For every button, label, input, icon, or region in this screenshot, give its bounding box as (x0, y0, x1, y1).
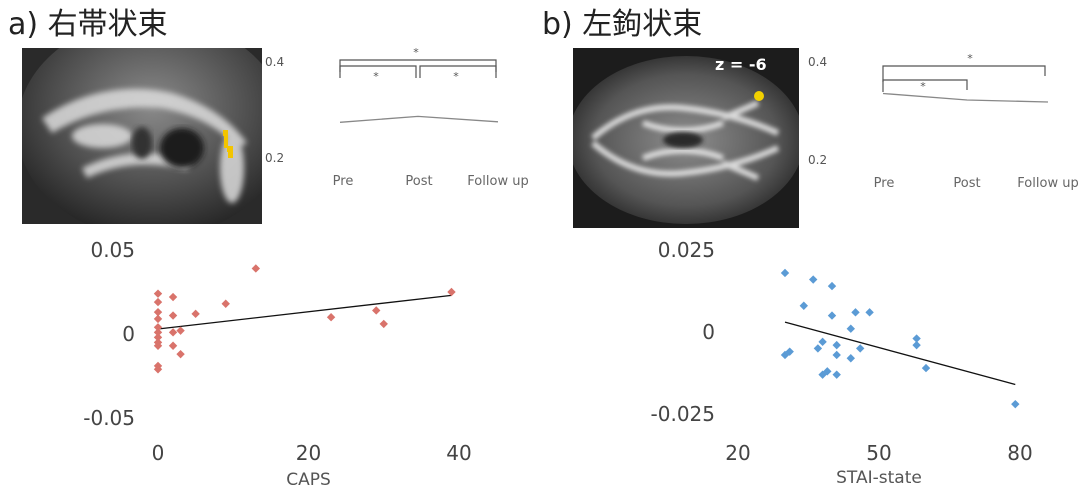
scatter-b-ytick-label: 0.025 (658, 238, 715, 262)
scatter-plot-b: 0.025 0 -0.025 20 50 80 STAI-state (651, 238, 1033, 488)
scatter-a-data-point (168, 328, 178, 337)
brain-slice-a-image (22, 48, 262, 224)
brain-slice-b-image: z = -6 (573, 48, 799, 228)
scatter-a-ytick-label: -0.05 (83, 406, 135, 430)
scatter-a-ytick-label: 0 (122, 322, 135, 346)
mini-a-ytick-bottom: 0.2 (265, 151, 285, 165)
scatter-b-data-point (818, 337, 827, 347)
scatter-plot-a: 0.05 0 -0.05 0 20 40 CAPS (83, 238, 471, 490)
mini-b-series-line (882, 92, 1049, 103)
scatter-b-data-point (856, 344, 865, 353)
scatter-a-data-point (168, 341, 178, 350)
scatter-a-xtick-label: 0 (152, 441, 165, 465)
significance-brackets-b (882, 65, 1046, 92)
panel-b-title: b) 左鉤状束 (542, 7, 703, 42)
scatter-a-ytick-label: 0.05 (90, 238, 135, 262)
mini-b-ytick-top: 0.4 (808, 55, 828, 69)
activation-cluster-a (223, 130, 233, 158)
scatter-b-data-point (832, 340, 841, 350)
scatter-b-data-point (832, 350, 841, 360)
scatter-a-data-point (221, 299, 230, 308)
sig-star-outer-b: * (967, 52, 973, 65)
scatter-a-xtick-label: 40 (446, 441, 471, 465)
scatter-a-data-point (153, 328, 163, 337)
mini-a-xtick-pre: Pre (332, 174, 354, 189)
scatter-a-data-point (191, 309, 200, 319)
sig-star-left-a: * (373, 70, 379, 83)
mini-b-xtick-post: Post (953, 176, 981, 191)
scatter-a-xaxis-label: CAPS (286, 470, 331, 490)
scatter-b-data-point (827, 281, 837, 291)
scatter-a-data-point (326, 313, 336, 322)
mini-a-xtick-post: Post (405, 174, 433, 189)
scatter-b-xtick-label: 20 (725, 441, 750, 465)
scatter-a-data-point (168, 311, 178, 320)
scatter-a-data-point (153, 323, 163, 332)
scatter-a-data-point (153, 333, 163, 342)
scatter-a-data-point (372, 306, 381, 315)
scatter-b-data-point (912, 340, 921, 350)
scatter-a-data-point (379, 319, 388, 329)
mini-b-ytick-bottom: 0.2 (808, 153, 828, 167)
scatter-a-data-point (251, 264, 261, 273)
scatter-a-data-point (176, 326, 185, 335)
scatter-b-trendline (784, 321, 1016, 386)
scatter-b-data-point (818, 370, 827, 379)
scatter-a-data-point (153, 341, 163, 350)
sig-star-right-a: * (453, 70, 459, 83)
slice-coordinate-label: z = -6 (715, 55, 767, 74)
scatter-b-data-point (827, 311, 837, 320)
scatter-a-data-point (153, 289, 163, 298)
mini-a-series-line (339, 115, 499, 123)
mini-line-plot-b: * * (882, 52, 1049, 103)
scatter-b-data-point (799, 301, 808, 310)
scatter-b-data-point (846, 324, 855, 333)
mini-b-xtick-pre: Pre (873, 176, 895, 191)
scatter-b-data-point (865, 308, 874, 317)
activation-cluster-b (754, 91, 764, 101)
scatter-a-xtick-label: 20 (296, 441, 321, 465)
sig-star-inner-b: * (920, 80, 926, 93)
scatter-a-data-point (153, 314, 163, 324)
significance-brackets-a (339, 59, 497, 78)
mini-a-ytick-top: 0.4 (265, 55, 285, 69)
scatter-b-ytick-label: 0 (702, 320, 715, 344)
scatter-a-data-point (447, 287, 456, 297)
scatter-b-data-point (809, 275, 818, 284)
scatter-b-data-point (921, 363, 931, 373)
scatter-b-data-point (846, 354, 855, 363)
scatter-b-data-point (780, 268, 790, 278)
scatter-a-trendline (157, 294, 452, 330)
scatter-b-xtick-label: 80 (1007, 441, 1032, 465)
scatter-a-data-point (168, 292, 178, 302)
scatter-b-data-point (813, 344, 823, 353)
scatter-b-data-point (832, 370, 841, 379)
sig-star-outer-a: * (413, 46, 419, 59)
mini-a-xtick-followup: Follow up (467, 174, 529, 189)
scatter-b-data-point (851, 308, 860, 317)
scatter-b-ytick-label: -0.025 (651, 402, 715, 426)
scatter-b-xaxis-label: STAI-state (836, 468, 922, 488)
scatter-b-data-point (912, 334, 921, 343)
scatter-b-xtick-label: 50 (866, 441, 891, 465)
scatter-b-data-point (1011, 399, 1020, 409)
scatter-a-data-point (153, 297, 163, 307)
scatter-a-data-point (153, 307, 163, 317)
panel-a-title: a) 右帯状束 (8, 7, 168, 42)
mini-line-plot-a: * * * (339, 46, 499, 123)
scatter-a-data-point (176, 349, 185, 359)
mini-b-xtick-followup: Follow up (1017, 176, 1079, 191)
